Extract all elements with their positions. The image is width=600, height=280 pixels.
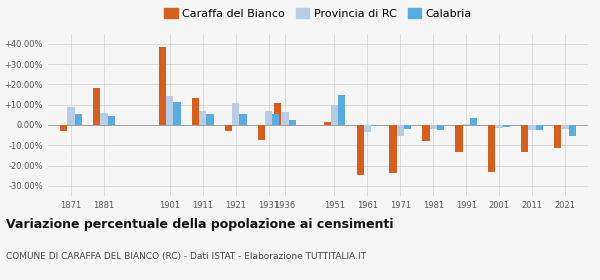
- Bar: [192, 97, 199, 125]
- Bar: [430, 125, 437, 129]
- Bar: [281, 112, 289, 125]
- Bar: [107, 116, 115, 125]
- Bar: [536, 125, 543, 130]
- Legend: Caraffa del Bianco, Provincia di RC, Calabria: Caraffa del Bianco, Provincia di RC, Cal…: [160, 3, 476, 23]
- Bar: [364, 125, 371, 132]
- Bar: [389, 125, 397, 173]
- Bar: [232, 103, 239, 125]
- Bar: [562, 125, 569, 129]
- Bar: [338, 95, 346, 125]
- Bar: [173, 102, 181, 125]
- Bar: [404, 125, 411, 129]
- Bar: [67, 107, 74, 125]
- Bar: [74, 114, 82, 125]
- Bar: [239, 114, 247, 125]
- Bar: [422, 125, 430, 141]
- Bar: [437, 125, 444, 130]
- Bar: [265, 111, 272, 125]
- Bar: [323, 122, 331, 125]
- Bar: [455, 125, 463, 152]
- Bar: [569, 125, 576, 136]
- Bar: [93, 88, 100, 125]
- Bar: [100, 113, 107, 125]
- Bar: [274, 103, 281, 125]
- Text: COMUNE DI CARAFFA DEL BIANCO (RC) - Dati ISTAT - Elaborazione TUTTITALIA.IT: COMUNE DI CARAFFA DEL BIANCO (RC) - Dati…: [6, 252, 366, 261]
- Bar: [554, 125, 562, 148]
- Bar: [521, 125, 529, 152]
- Text: Variazione percentuale della popolazione ai censimenti: Variazione percentuale della popolazione…: [6, 218, 394, 231]
- Bar: [503, 125, 510, 127]
- Bar: [371, 125, 378, 126]
- Bar: [199, 111, 206, 125]
- Bar: [470, 118, 477, 125]
- Bar: [356, 125, 364, 175]
- Bar: [397, 125, 404, 136]
- Bar: [529, 125, 536, 130]
- Bar: [272, 114, 280, 125]
- Bar: [496, 125, 503, 128]
- Bar: [289, 120, 296, 125]
- Bar: [159, 47, 166, 125]
- Bar: [60, 125, 67, 131]
- Bar: [463, 124, 470, 125]
- Bar: [206, 114, 214, 125]
- Bar: [258, 125, 265, 140]
- Bar: [225, 125, 232, 131]
- Bar: [488, 125, 496, 172]
- Bar: [166, 95, 173, 125]
- Bar: [331, 105, 338, 125]
